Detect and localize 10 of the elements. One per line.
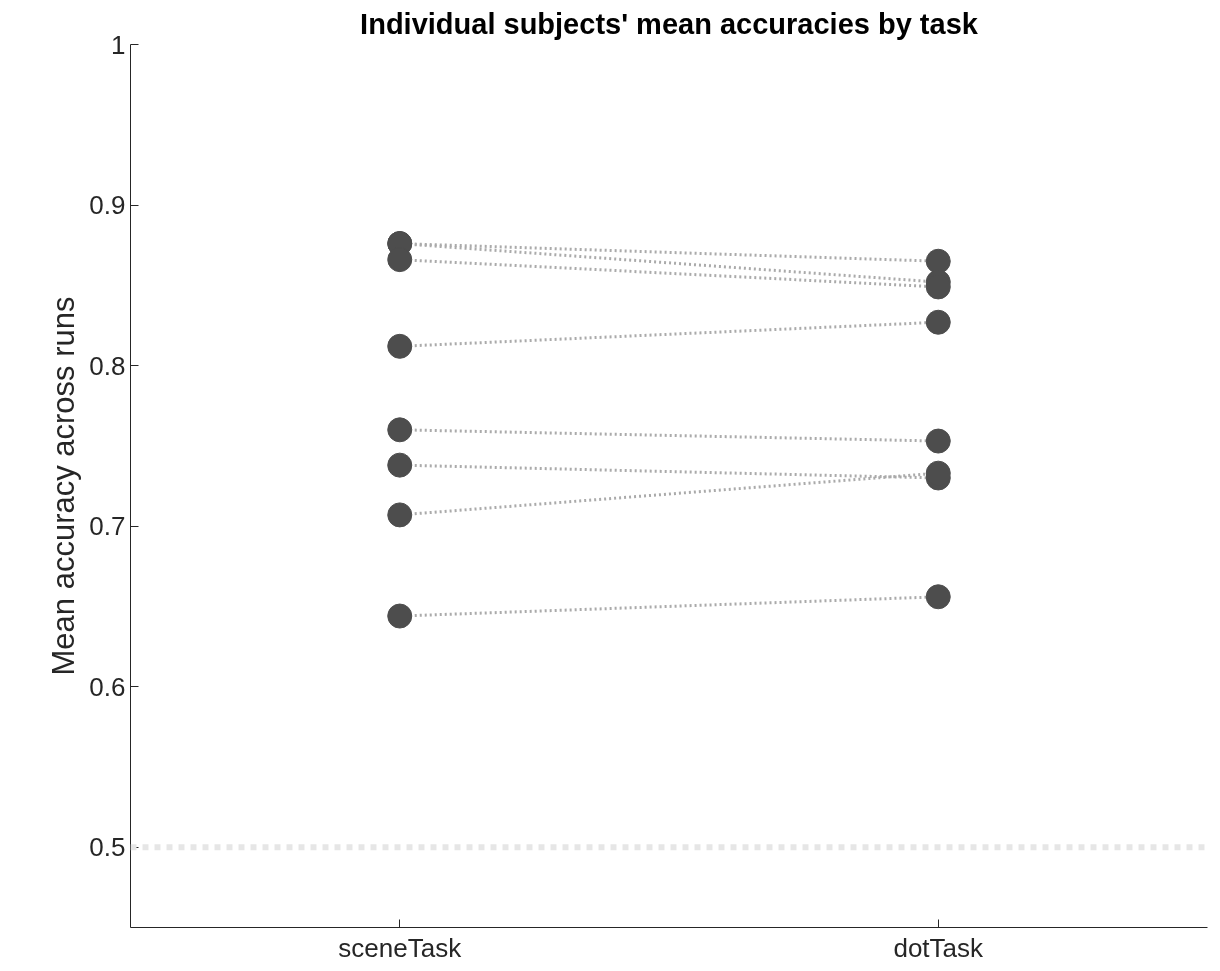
x-tick-label: sceneTask xyxy=(338,932,463,963)
chart-title: Individual subjects' mean accuracies by task xyxy=(360,7,979,40)
y-axis-title: Mean accuracy across runs xyxy=(46,296,82,676)
x-tick-label: dotTask xyxy=(893,932,985,963)
y-tick-label: 0.8 xyxy=(89,350,126,381)
y-tick-label: 0.7 xyxy=(89,511,126,542)
y-tick-label: 0.9 xyxy=(89,190,126,221)
y-tick-label: 0.5 xyxy=(89,832,126,863)
y-tick-label: 0.6 xyxy=(89,671,126,702)
y-tick-label: 1 xyxy=(111,29,126,60)
